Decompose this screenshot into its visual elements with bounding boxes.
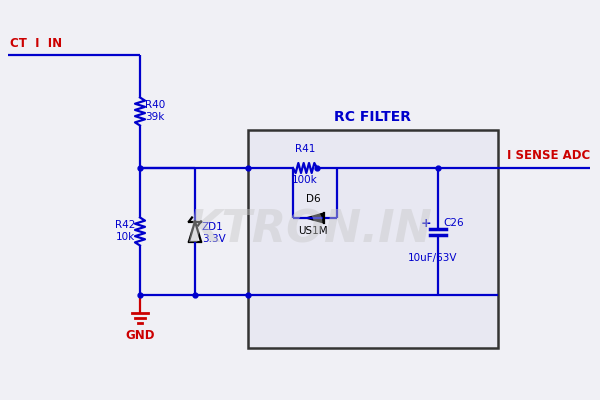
Text: ZD1: ZD1 (202, 222, 224, 232)
Text: R41: R41 (295, 144, 315, 154)
Text: KTRON.IN: KTRON.IN (188, 208, 433, 252)
Text: 3.3V: 3.3V (202, 234, 226, 244)
Polygon shape (306, 213, 324, 223)
Text: CT  I  IN: CT I IN (10, 37, 62, 50)
Text: I SENSE ADC: I SENSE ADC (507, 149, 590, 162)
Text: 100k: 100k (292, 175, 318, 185)
Text: 39k: 39k (145, 112, 164, 122)
Text: 10k: 10k (116, 232, 135, 242)
Text: D6: D6 (305, 194, 320, 204)
Text: C26: C26 (443, 218, 464, 228)
Text: R40: R40 (145, 100, 165, 110)
Bar (248, 130, 498, 348)
Text: R42: R42 (115, 220, 135, 230)
Text: US1M: US1M (298, 226, 328, 236)
Text: +: + (421, 217, 431, 230)
Text: RC FILTER: RC FILTER (335, 110, 412, 124)
Text: 10uF/63V: 10uF/63V (408, 254, 458, 264)
Text: GND: GND (125, 329, 155, 342)
